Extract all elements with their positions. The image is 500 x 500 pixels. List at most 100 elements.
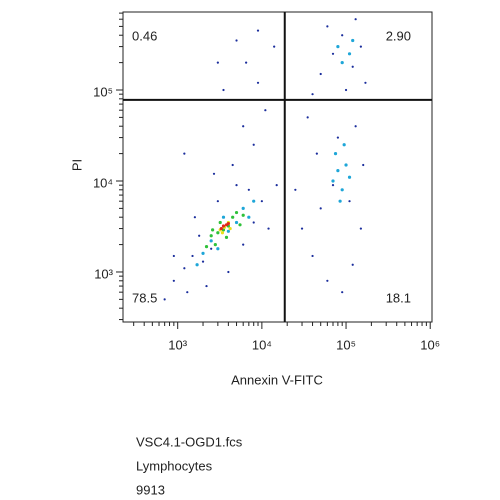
- event-dot: [344, 88, 348, 92]
- event-dot: [213, 242, 217, 247]
- footer-population: Lymphocytes: [136, 458, 213, 473]
- event-dot: [205, 284, 208, 288]
- event-dot: [209, 239, 213, 243]
- event-dot: [359, 227, 362, 230]
- y-axis-label: PI: [69, 159, 84, 171]
- event-dot: [306, 116, 309, 119]
- event-dot: [234, 220, 239, 225]
- event-dot: [340, 188, 344, 192]
- footer-file: VSC4.1-OGD1.fcs: [136, 434, 243, 449]
- event-dot: [256, 29, 260, 32]
- event-dot: [342, 143, 346, 147]
- plot-frame: [122, 11, 433, 323]
- x-axis-label: Annexin V-FITC: [231, 372, 323, 387]
- event-dot: [275, 184, 278, 187]
- y-tick-label: 10⁵: [93, 84, 113, 99]
- event-dot: [294, 188, 297, 191]
- quadrant-label: 2.90: [386, 28, 411, 43]
- event-dot: [218, 220, 222, 225]
- event-dot: [347, 175, 352, 179]
- event-dot: [216, 231, 220, 235]
- event-dot: [252, 199, 256, 203]
- event-dot: [252, 143, 255, 146]
- y-tick-label: 10⁴: [93, 175, 113, 190]
- event-dot: [222, 88, 225, 92]
- event-dot: [231, 163, 234, 167]
- event-dot: [242, 243, 245, 246]
- event-dot: [260, 200, 263, 203]
- event-dot: [186, 291, 189, 294]
- event-dot: [172, 279, 175, 282]
- event-dot: [226, 222, 230, 226]
- event-dot: [198, 234, 201, 237]
- event-dot: [195, 263, 199, 267]
- event-dot: [226, 229, 230, 233]
- event-dot: [311, 93, 314, 96]
- event-dot: [326, 279, 329, 282]
- event-dot: [216, 61, 219, 64]
- event-dot: [315, 152, 318, 155]
- event-dot: [319, 72, 322, 76]
- event-dot: [220, 231, 225, 235]
- event-dot: [210, 247, 213, 250]
- event-dot: [216, 200, 219, 203]
- event-dot: [221, 215, 226, 219]
- event-dot: [359, 45, 362, 48]
- event-dot: [340, 61, 344, 65]
- event-dot: [242, 125, 245, 128]
- event-dot: [193, 216, 196, 219]
- quadrant-label: 78.5: [132, 290, 157, 305]
- event-dot: [235, 184, 238, 187]
- event-dot: [201, 260, 205, 263]
- event-dot: [331, 52, 335, 55]
- event-dot: [172, 254, 175, 258]
- event-dot: [311, 254, 314, 258]
- event-dot: [351, 263, 354, 266]
- event-dot: [326, 25, 329, 28]
- event-dot: [347, 52, 352, 56]
- event-dot: [344, 163, 348, 167]
- quadrant-label: 0.46: [132, 28, 157, 43]
- event-dot: [331, 179, 335, 183]
- event-dot: [231, 215, 235, 219]
- event-dot: [247, 215, 251, 219]
- event-dot: [191, 254, 194, 258]
- event-dot: [336, 44, 340, 49]
- event-dot: [212, 172, 216, 175]
- event-dot: [209, 234, 213, 238]
- event-dot: [201, 251, 205, 256]
- event-dot: [354, 18, 357, 21]
- x-tick-label: 10⁵: [336, 337, 356, 352]
- event-dot: [204, 245, 209, 249]
- footer-count: 9913: [136, 482, 165, 497]
- event-dot: [333, 152, 338, 156]
- event-dot: [252, 221, 255, 224]
- event-dot: [351, 65, 354, 68]
- event-dot: [216, 247, 220, 251]
- event-dot: [273, 45, 276, 48]
- event-dot: [351, 38, 355, 43]
- event-dot: [235, 39, 238, 42]
- event-dot: [267, 227, 270, 230]
- event-dot: [348, 200, 351, 203]
- event-dot: [319, 207, 322, 210]
- event-dot: [241, 213, 245, 217]
- event-dot: [183, 152, 186, 155]
- quadrant-label: 18.1: [386, 290, 411, 305]
- event-dot: [341, 291, 344, 294]
- event-dot: [341, 34, 344, 37]
- event-dot: [241, 206, 245, 210]
- event-dot: [336, 136, 339, 139]
- event-dot: [219, 226, 223, 231]
- event-dot: [336, 169, 340, 173]
- event-dot: [331, 184, 335, 187]
- event-dot: [300, 227, 304, 230]
- event-dot: [163, 298, 166, 301]
- event-dot: [211, 228, 215, 232]
- x-tick-label: 10⁶: [420, 337, 440, 352]
- event-dot: [354, 125, 357, 128]
- event-dot: [183, 267, 186, 270]
- event-dot: [238, 223, 242, 227]
- event-dot: [247, 188, 250, 191]
